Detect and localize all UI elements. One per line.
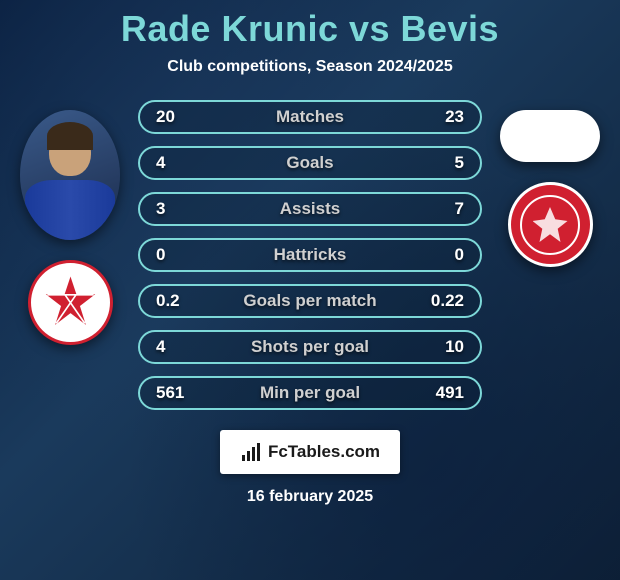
club1-badge — [28, 260, 113, 345]
stat-left-value: 0 — [156, 245, 196, 265]
stat-row: 0.2 Goals per match 0.22 — [138, 284, 482, 318]
stat-row: 4 Shots per goal 10 — [138, 330, 482, 364]
stat-right-value: 491 — [424, 383, 464, 403]
stat-label: Hattricks — [196, 245, 424, 265]
player1-avatar — [20, 110, 120, 240]
stat-label: Matches — [196, 107, 424, 127]
stat-right-value: 0 — [424, 245, 464, 265]
stat-right-value: 5 — [424, 153, 464, 173]
stat-right-value: 7 — [424, 199, 464, 219]
player1-column — [10, 100, 130, 345]
stat-left-value: 561 — [156, 383, 196, 403]
player2-column — [490, 100, 610, 267]
stat-label: Assists — [196, 199, 424, 219]
date-text: 16 february 2025 — [247, 488, 373, 506]
logo-chart-icon — [240, 441, 262, 463]
stat-left-value: 4 — [156, 153, 196, 173]
stat-right-value: 10 — [424, 337, 464, 357]
logo-text: FcTables.com — [268, 442, 380, 462]
stat-row: 0 Hattricks 0 — [138, 238, 482, 272]
comparison-area: 20 Matches 23 4 Goals 5 3 Assists 7 0 Ha… — [0, 100, 620, 410]
player2-avatar-placeholder — [500, 110, 600, 162]
stat-row: 3 Assists 7 — [138, 192, 482, 226]
stat-row: 561 Min per goal 491 — [138, 376, 482, 410]
stat-right-value: 23 — [424, 107, 464, 127]
stat-label: Goals per match — [196, 291, 424, 311]
page-title: Rade Krunic vs Bevis — [121, 8, 499, 50]
stat-left-value: 20 — [156, 107, 196, 127]
stat-left-value: 3 — [156, 199, 196, 219]
stats-column: 20 Matches 23 4 Goals 5 3 Assists 7 0 Ha… — [130, 100, 490, 410]
stat-label: Min per goal — [196, 383, 424, 403]
stat-right-value: 0.22 — [424, 291, 464, 311]
stat-label: Goals — [196, 153, 424, 173]
fctables-logo: FcTables.com — [220, 430, 400, 474]
stat-row: 4 Goals 5 — [138, 146, 482, 180]
stat-left-value: 0.2 — [156, 291, 196, 311]
stat-left-value: 4 — [156, 337, 196, 357]
stat-row: 20 Matches 23 — [138, 100, 482, 134]
subtitle: Club competitions, Season 2024/2025 — [167, 58, 452, 76]
stat-label: Shots per goal — [196, 337, 424, 357]
club2-badge — [508, 182, 593, 267]
